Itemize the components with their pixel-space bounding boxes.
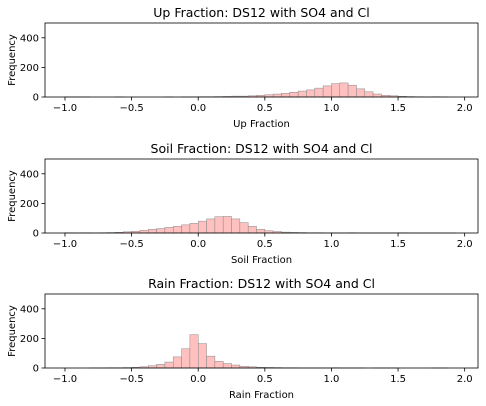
soil-bar-19 [222, 216, 232, 234]
soil-y-axis-label: Frequency [7, 170, 18, 222]
up-bar-28 [297, 90, 307, 98]
up-y-axis-label: Frequency [7, 34, 18, 86]
rain-histogram-panel: −1.0 −0.5 0.0 0.5 1.0 1.5 2.0 0 200 400 Rain Fract… [7, 276, 479, 401]
up-xtick-label-4: 1.0 [323, 103, 339, 114]
soil-bar-11 [156, 228, 166, 234]
soil-bar-13 [172, 226, 182, 234]
soil-bar-15 [189, 223, 199, 234]
soil-chart-title: Soil Fraction: DS12 with SO4 and Cl [151, 141, 373, 156]
rain-bar-16 [197, 343, 207, 369]
rain-axes-frame [44, 293, 479, 369]
up-ytick-label-1: 200 [20, 63, 39, 74]
rain-xtick-label-0: −1.0 [53, 374, 77, 385]
soil-bar-21 [239, 222, 249, 234]
soil-bar-18 [214, 216, 224, 234]
up-x-axis-label: Up Fraction [233, 119, 290, 130]
rain-ytick-label-1: 200 [20, 334, 39, 345]
rain-bar-20 [231, 364, 241, 369]
rain-xtick-label-2: 0.0 [190, 374, 206, 385]
up-bar-36 [364, 91, 374, 98]
up-axes-frame [44, 22, 479, 98]
soil-bar-20 [231, 218, 241, 234]
rain-bar-13 [172, 356, 182, 369]
soil-xtick-label-6: 2.0 [457, 239, 473, 250]
rain-bar-17 [206, 355, 216, 369]
soil-xtick-label-1: −0.5 [119, 239, 143, 250]
up-ytick-label-2: 400 [20, 33, 39, 44]
soil-bar-23 [256, 229, 266, 234]
soil-x-axis-label: Soil Fraction [231, 255, 292, 266]
rain-chart-title: Rain Fraction: DS12 with SO4 and Cl [148, 276, 375, 291]
up-bar-32 [331, 83, 341, 98]
up-xtick-label-3: 0.5 [257, 103, 273, 114]
soil-bar-14 [181, 224, 191, 234]
up-histogram-panel: −1.0 −0.5 0.0 0.5 1.0 1.5 2.0 0 200 400 Up Fractio… [7, 5, 479, 130]
soil-bar-12 [164, 227, 174, 234]
up-bar-26 [281, 93, 291, 98]
soil-ytick-label-2: 400 [20, 169, 39, 180]
soil-xtick-label-5: 1.5 [390, 239, 406, 250]
soil-bar-22 [247, 226, 257, 234]
rain-ytick-label-2: 400 [20, 304, 39, 315]
soil-bar-16 [197, 220, 207, 234]
soil-xtick-label-3: 0.5 [257, 239, 273, 250]
up-xtick-label-1: −0.5 [119, 103, 143, 114]
soil-bar-10 [148, 229, 157, 234]
soil-xtick-label-4: 1.0 [323, 239, 339, 250]
up-bar-25 [272, 93, 282, 98]
up-bar-27 [289, 92, 299, 98]
up-xtick-label-2: 0.0 [190, 103, 206, 114]
up-bar-34 [347, 84, 357, 98]
rain-ytick-label-0: 0 [33, 364, 39, 375]
rain-xtick-label-6: 2.0 [457, 374, 473, 385]
soil-xtick-label-2: 0.0 [190, 239, 206, 250]
rain-bar-19 [222, 363, 232, 369]
up-bar-37 [372, 93, 382, 98]
rain-xtick-label-5: 1.5 [390, 374, 406, 385]
up-xtick-label-0: −1.0 [53, 103, 77, 114]
rain-bar-18 [214, 361, 224, 369]
soil-bar-17 [206, 218, 216, 234]
soil-axes-frame [44, 158, 479, 234]
rain-xtick-label-4: 1.0 [323, 374, 339, 385]
up-bar-29 [306, 89, 316, 98]
soil-ytick-label-1: 200 [20, 199, 39, 210]
up-chart-title: Up Fraction: DS12 with SO4 and Cl [153, 5, 369, 20]
rain-bar-11 [156, 364, 166, 369]
up-bar-31 [322, 85, 332, 98]
up-ytick-label-0: 0 [33, 93, 39, 104]
up-bar-30 [314, 87, 324, 98]
up-xtick-label-5: 1.5 [390, 103, 406, 114]
up-bar-35 [356, 88, 366, 98]
rain-bar-15 [189, 334, 199, 369]
soil-ytick-label-0: 0 [33, 229, 39, 240]
rain-bar-14 [181, 348, 191, 369]
soil-histogram-panel: −1.0 −0.5 0.0 0.5 1.0 1.5 2.0 0 200 400 Soil Fract… [7, 141, 479, 266]
up-bar-33 [339, 82, 349, 98]
soil-xtick-label-0: −1.0 [53, 239, 77, 250]
rain-xtick-label-1: −0.5 [119, 374, 143, 385]
rain-x-axis-label: Rain Fraction [229, 390, 294, 401]
rain-bar-12 [164, 361, 174, 369]
rain-y-axis-label: Frequency [7, 305, 18, 357]
rain-xtick-label-3: 0.5 [257, 374, 273, 385]
up-xtick-label-6: 2.0 [457, 103, 473, 114]
